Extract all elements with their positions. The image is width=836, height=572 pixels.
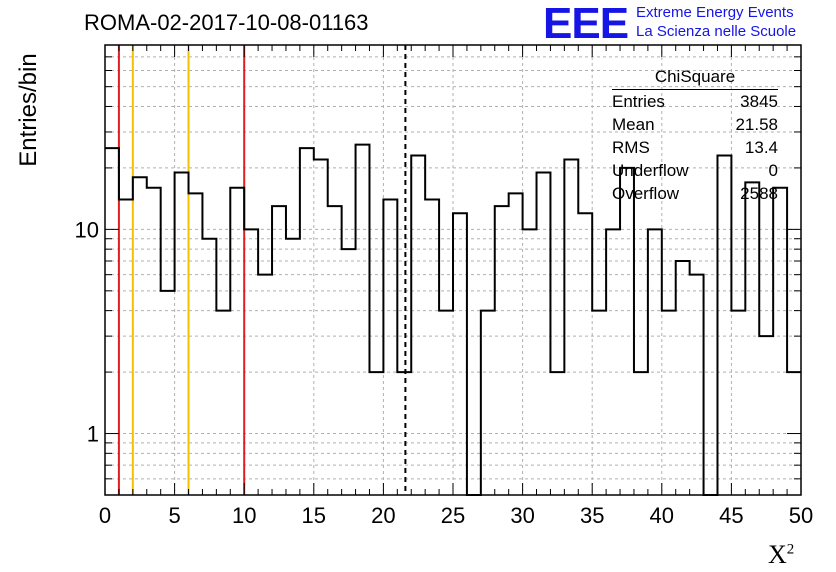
stats-row-mean: Mean 21.58	[612, 113, 778, 136]
histogram-bar	[731, 311, 745, 495]
x-tick-label: 20	[371, 503, 395, 528]
histogram-bar	[383, 200, 397, 495]
x-tick-label: 25	[441, 503, 465, 528]
x-tick-label: 50	[789, 503, 813, 528]
histogram-bar	[119, 200, 133, 495]
histogram-bar	[564, 159, 578, 495]
histogram-bar	[648, 229, 662, 495]
stats-value: 13.4	[744, 138, 778, 157]
stats-value: 0	[768, 161, 778, 180]
histogram-bar	[453, 213, 467, 495]
histogram-bar	[773, 188, 787, 495]
x-axis-label-sup: 2	[786, 541, 795, 558]
x-tick-label: 5	[168, 503, 180, 528]
stats-row-underflow: Underflow 0	[612, 159, 778, 182]
histogram-bar	[133, 177, 147, 495]
stats-label: RMS	[612, 138, 650, 157]
y-tick-label: 10	[75, 217, 99, 242]
stats-label: Underflow	[612, 161, 689, 180]
stats-row-rms: RMS 13.4	[612, 136, 778, 159]
histogram-bar	[662, 311, 676, 495]
histogram-bar	[161, 291, 175, 495]
histogram-bar	[314, 159, 328, 495]
histogram-outline	[105, 143, 801, 496]
stats-title: ChiSquare	[612, 67, 778, 90]
histogram-bar	[216, 311, 230, 495]
histogram-bar	[439, 311, 453, 495]
histogram-bar	[481, 311, 495, 495]
stats-value: 21.58	[735, 115, 778, 134]
stats-label: Mean	[612, 115, 655, 134]
chart-title: ROMA-02-2017-10-08-01163	[84, 10, 369, 35]
histogram-bar	[690, 275, 704, 495]
histogram-bar	[244, 229, 258, 495]
x-axis-label-base: X	[768, 540, 787, 569]
stats-row-entries: Entries 3845	[612, 90, 778, 113]
histogram-bar	[537, 172, 551, 495]
histogram-bar	[425, 200, 439, 495]
stats-value: 3845	[740, 92, 778, 111]
histogram-bar	[606, 229, 620, 495]
x-tick-label: 35	[580, 503, 604, 528]
stats-label: Entries	[612, 92, 665, 111]
brand-line-1: Extreme Energy Events	[636, 4, 794, 21]
histogram-bar	[523, 229, 537, 495]
stats-row-overflow: Overflow 2588	[612, 182, 778, 205]
histogram-bar	[230, 188, 244, 495]
stats-box: ChiSquare Entries 3845 Mean 21.58 RMS 13…	[612, 67, 778, 205]
x-tick-label: 40	[650, 503, 674, 528]
histogram-bar	[620, 168, 634, 495]
x-tick-label: 10	[232, 503, 256, 528]
x-tick-label: 0	[99, 503, 111, 528]
stats-label: Overflow	[612, 184, 680, 203]
histogram-bar	[258, 275, 272, 495]
eee-logo: EEE	[543, 0, 629, 48]
brand-line-2: La Scienza nelle Scuole	[636, 23, 797, 40]
stats-value: 2588	[740, 184, 778, 203]
histogram-bar	[759, 336, 773, 495]
histogram-bar	[578, 213, 592, 495]
histogram-bar	[175, 172, 189, 495]
histogram-bar	[717, 156, 731, 495]
x-axis-label: X2	[768, 540, 794, 570]
histogram-bar	[147, 188, 161, 495]
histogram-bar	[676, 261, 690, 495]
histogram-bar	[411, 156, 425, 495]
histogram-bar	[592, 311, 606, 495]
x-tick-label: 30	[510, 503, 534, 528]
histogram-bar	[202, 239, 216, 495]
histogram-bar	[286, 239, 300, 495]
x-tick-label: 15	[302, 503, 326, 528]
y-tick-label: 1	[87, 422, 99, 447]
y-axis-label: Entries/bin	[15, 53, 42, 167]
x-tick-label: 45	[719, 503, 743, 528]
